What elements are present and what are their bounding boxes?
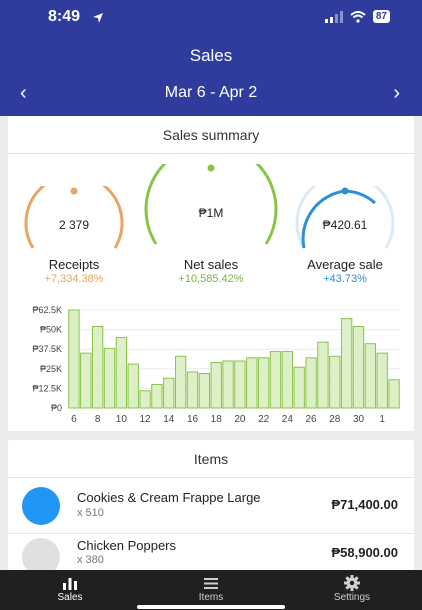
chart-bar[interactable] xyxy=(340,318,353,409)
tab-settings[interactable]: Settings xyxy=(282,570,422,610)
x-tick-label: 16 xyxy=(187,414,199,425)
x-tick-label: 18 xyxy=(211,414,223,425)
chart-bar[interactable] xyxy=(163,377,175,409)
date-range-selector: ‹ Mar 6 - Apr 2 › xyxy=(0,82,422,104)
chart-bar[interactable] xyxy=(364,343,377,409)
item-name: Chicken Poppers xyxy=(77,538,176,553)
x-tick-label: 22 xyxy=(258,414,270,425)
item-quantity: x 510 xyxy=(77,507,104,519)
net-sales-value: ₱1M xyxy=(198,206,224,220)
receipts-gauge: 2 379 xyxy=(22,186,126,256)
sales-bar-chart: ₱0 ₱12.5K ₱25K ₱37.5K ₱50K ₱62.5K 6 8 10 12 14 16 18… xyxy=(32,305,400,425)
x-tick-label: 30 xyxy=(353,414,365,425)
x-tick-label: 20 xyxy=(234,414,246,425)
x-tick-label: 10 xyxy=(116,414,128,425)
y-tick-label: ₱50K xyxy=(40,325,62,335)
x-tick-label: 1 xyxy=(379,414,385,425)
chart-bar[interactable] xyxy=(186,371,199,409)
average-sale-change: +43.73% xyxy=(323,273,367,285)
status-icons: 87 xyxy=(324,10,390,23)
list-icon xyxy=(204,578,218,589)
receipts-value: 2 379 xyxy=(58,218,90,232)
x-tick-label: 24 xyxy=(282,414,294,425)
item-name: Cookies & Cream Frappe Large xyxy=(77,490,261,505)
y-tick-label: ₱62.5K xyxy=(32,305,62,315)
status-time: 8:49 xyxy=(48,8,81,25)
chart-bar[interactable] xyxy=(281,351,294,409)
sales-summary-card: Sales summary 2 379 Receipts +7,334.38% … xyxy=(8,116,414,431)
net-sales-label: Net sales xyxy=(183,257,239,272)
x-tick-label: 8 xyxy=(95,414,101,425)
list-item[interactable]: Cookies & Cream Frappe Large x 510 ₱71,4… xyxy=(8,478,414,534)
tab-items[interactable]: Items xyxy=(141,570,281,610)
chart-bar[interactable] xyxy=(198,373,211,409)
tab-sales[interactable]: Sales xyxy=(0,570,140,610)
chart-bar[interactable] xyxy=(80,352,92,409)
average-sale-value: ₱420.61 xyxy=(322,218,368,232)
chart-bar[interactable] xyxy=(376,352,388,409)
app-header: 8:49 87 Sales ‹ Mar 6 - Apr 2 › xyxy=(0,0,422,116)
item-quantity: x 380 xyxy=(77,554,104,566)
chart-bar[interactable] xyxy=(174,355,187,409)
average-sale-label: Average sale xyxy=(307,257,383,272)
item-color-dot xyxy=(22,538,60,576)
bar-chart-icon xyxy=(63,578,77,590)
chart-bar[interactable] xyxy=(68,309,80,409)
home-indicator xyxy=(137,605,285,609)
items-title: Items xyxy=(8,440,414,478)
x-tick-label: 12 xyxy=(140,414,152,425)
tab-items-label: Items xyxy=(198,592,224,603)
item-color-dot xyxy=(22,487,60,525)
chart-bar[interactable] xyxy=(115,336,128,409)
x-tick-label: 28 xyxy=(329,414,341,425)
signal-icon xyxy=(324,10,343,23)
chart-bar[interactable] xyxy=(139,390,151,409)
chevron-left-icon[interactable]: ‹ xyxy=(20,82,27,104)
chart-bar[interactable] xyxy=(91,325,104,409)
x-tick-label: 14 xyxy=(163,414,175,425)
tab-settings-label: Settings xyxy=(333,592,371,603)
chart-bar[interactable] xyxy=(127,363,139,409)
wifi-icon xyxy=(350,10,366,23)
sales-summary-title: Sales summary xyxy=(8,116,414,154)
item-price: ₱71,400.00 xyxy=(331,497,398,512)
chart-bar[interactable] xyxy=(293,366,305,409)
y-tick-label: ₱0 xyxy=(51,403,62,413)
x-tick-label: 6 xyxy=(71,414,77,425)
chart-bar[interactable] xyxy=(210,362,222,409)
chart-bar[interactable] xyxy=(257,357,270,409)
y-tick-label: ₱12.5K xyxy=(32,383,62,393)
location-arrow-icon xyxy=(93,13,103,23)
item-price: ₱58,900.00 xyxy=(331,545,398,560)
chevron-right-icon[interactable]: › xyxy=(393,82,400,104)
chart-bar[interactable] xyxy=(222,360,234,409)
gear-icon xyxy=(344,575,360,591)
tab-sales-label: Sales xyxy=(57,592,83,603)
chart-bar[interactable] xyxy=(151,383,163,409)
y-tick-label: ₱37.5K xyxy=(32,344,62,354)
list-item[interactable]: Chicken Poppers x 380 ₱58,900.00 xyxy=(8,534,414,590)
x-tick-label: 26 xyxy=(306,414,318,425)
chart-bar[interactable] xyxy=(269,351,282,409)
chart-bar[interactable] xyxy=(388,379,400,409)
average-sale-gauge: ₱420.61 xyxy=(293,186,397,256)
bottom-navigation: Sales Items Settings xyxy=(0,570,422,610)
battery-indicator: 87 xyxy=(372,10,390,23)
date-range-label[interactable]: Mar 6 - Apr 2 xyxy=(164,84,258,101)
chart-bar[interactable] xyxy=(352,325,365,409)
y-tick-label: ₱25K xyxy=(40,364,62,374)
chart-bar[interactable] xyxy=(317,341,329,409)
items-card: Items Cookies & Cream Frappe Large x 510… xyxy=(8,440,414,576)
net-sales-change: +10,585.42% xyxy=(178,273,244,285)
receipts-label: Receipts xyxy=(48,257,100,272)
page-title: Sales xyxy=(189,46,233,65)
chart-bar[interactable] xyxy=(329,355,341,409)
chart-bar[interactable] xyxy=(246,357,258,409)
net-sales-gauge: ₱1M xyxy=(141,164,281,248)
chart-bar[interactable] xyxy=(234,360,246,409)
chart-bar[interactable] xyxy=(103,347,116,409)
chart-bar[interactable] xyxy=(305,357,317,409)
receipts-change: +7,334.38% xyxy=(44,273,104,285)
